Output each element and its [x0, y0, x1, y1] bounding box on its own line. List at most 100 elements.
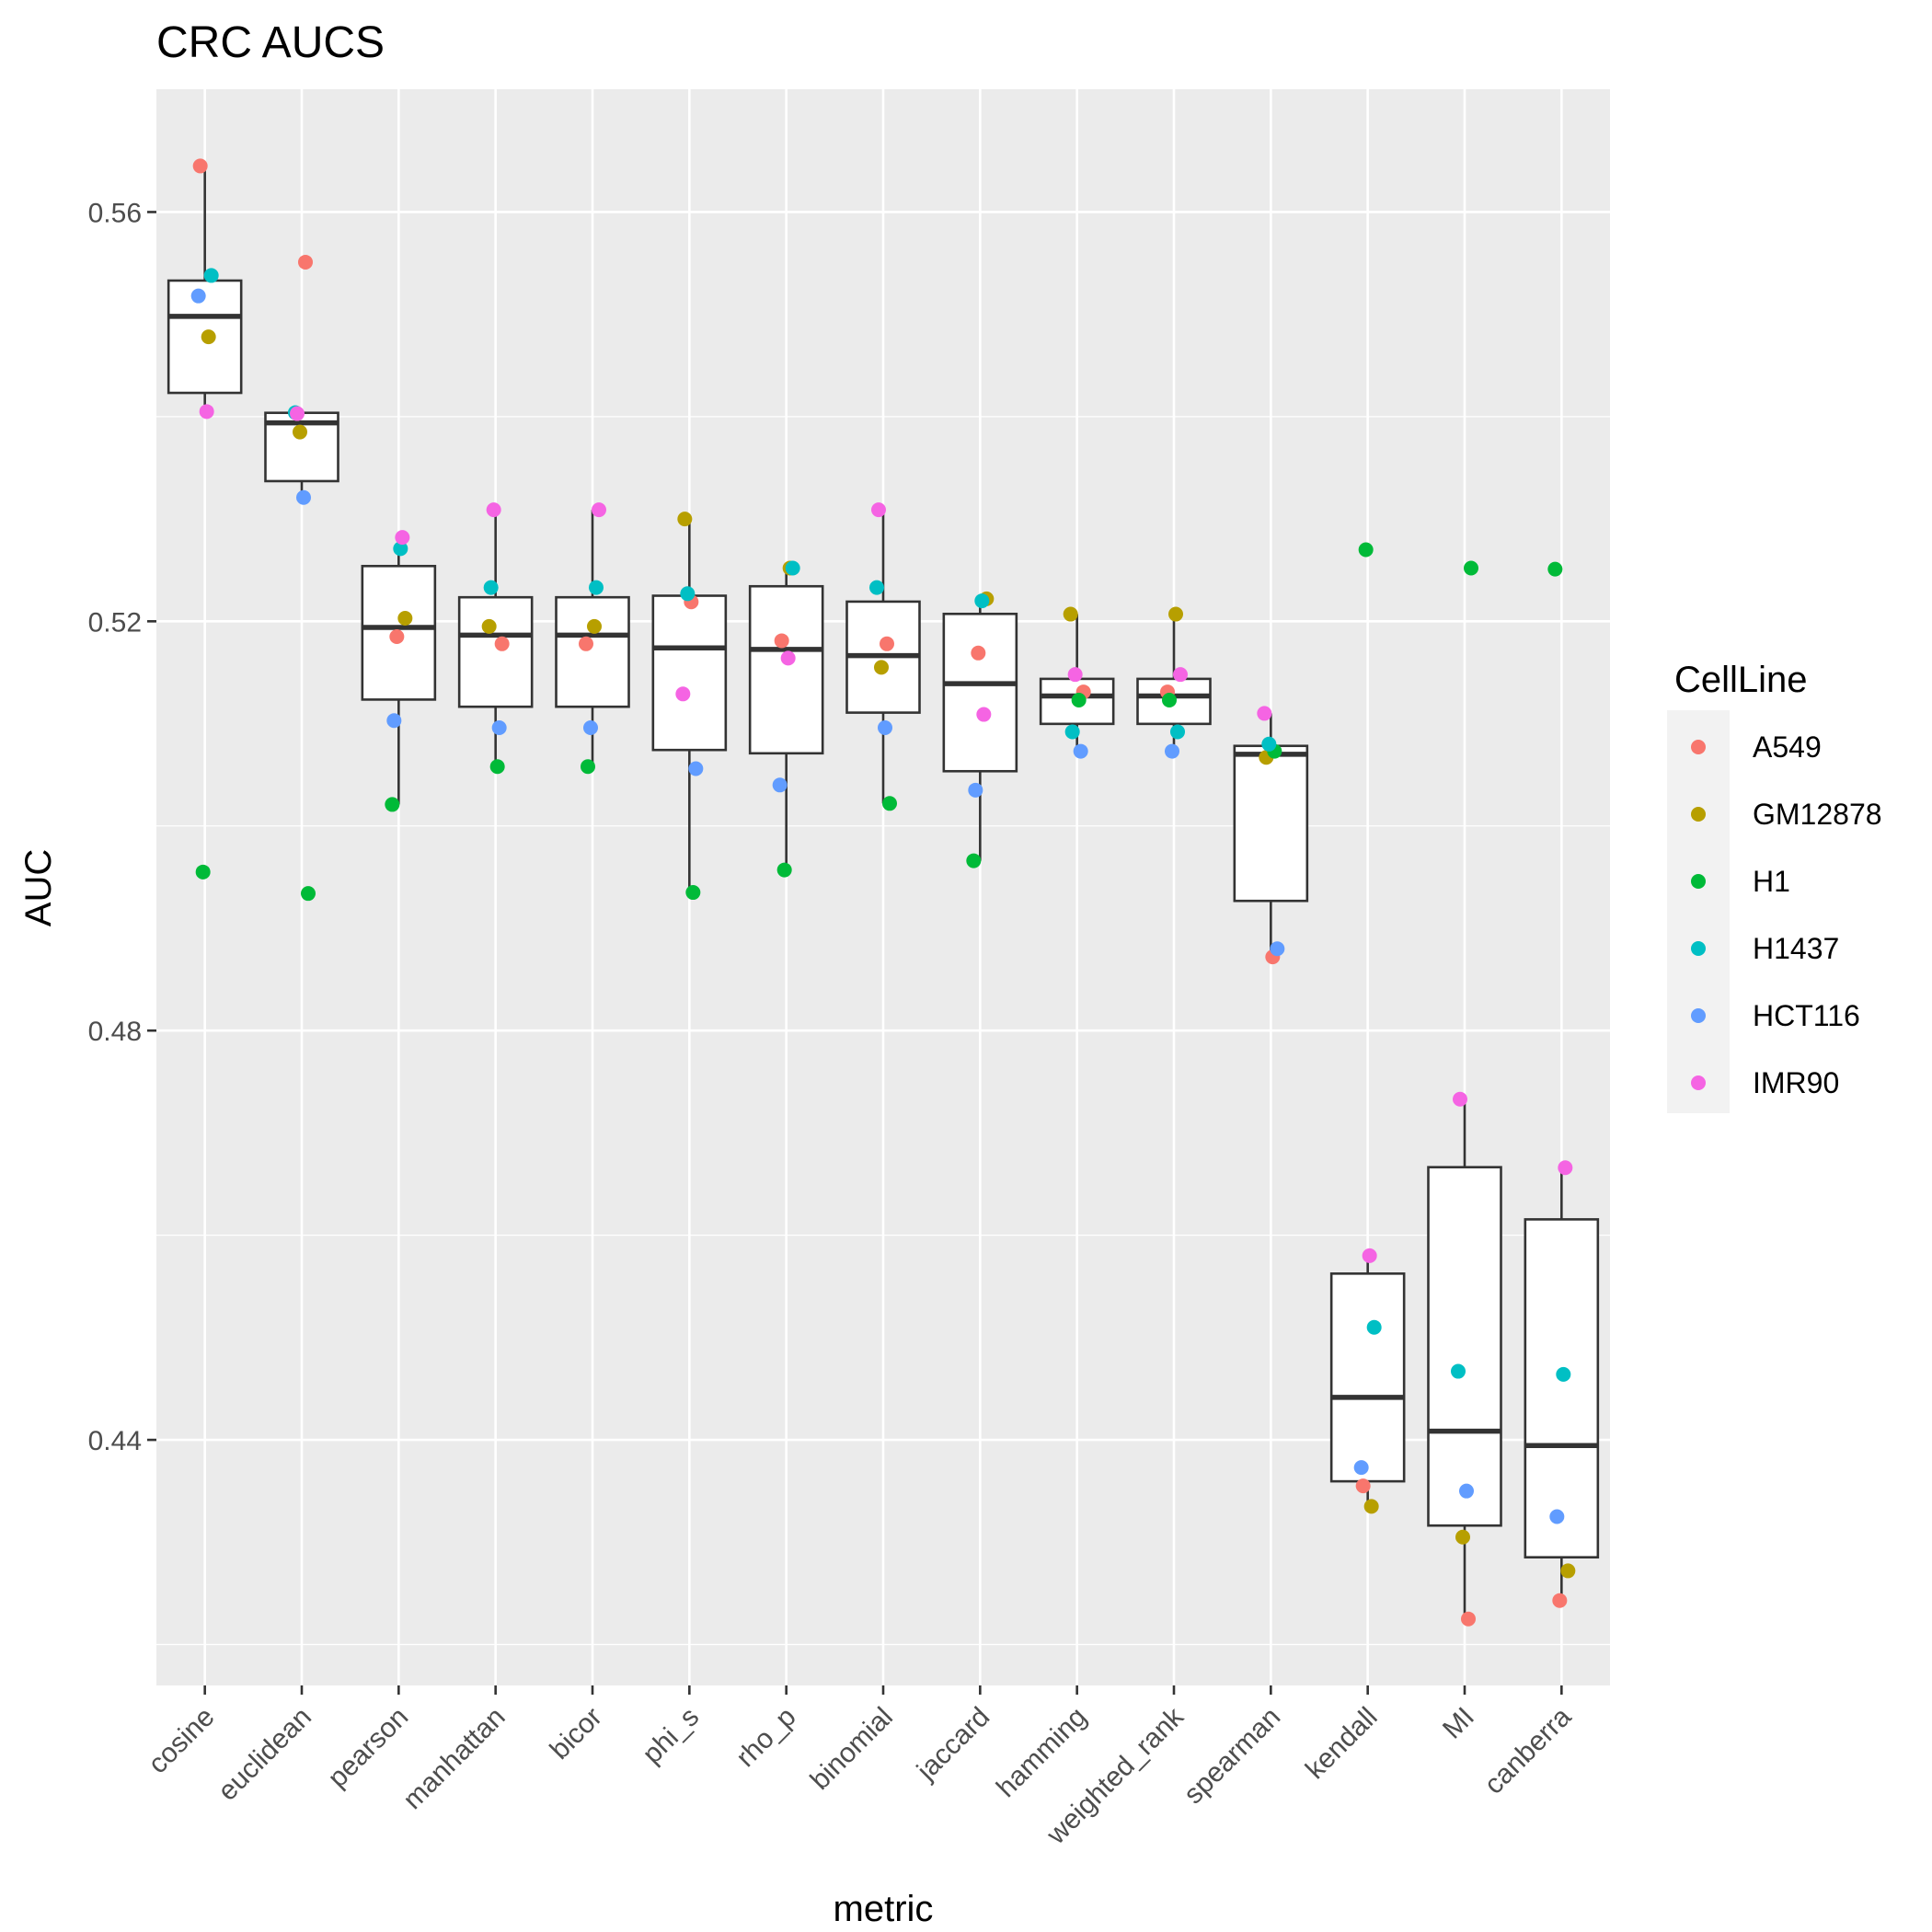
point-H1437: [680, 586, 696, 602]
box-phi_s: [651, 519, 728, 893]
point-IMR90: [395, 530, 410, 546]
box-binomial: [845, 510, 921, 804]
box-body: [1427, 1166, 1502, 1527]
point-H1: [301, 886, 316, 902]
x-tick-label: phi_s: [637, 1702, 705, 1770]
x-tick-label: manhattan: [397, 1702, 512, 1816]
box-kendall: [1329, 1255, 1406, 1507]
point-HCT116: [1353, 1460, 1369, 1476]
box-body: [1329, 1272, 1406, 1483]
x-tick-label: MI: [1437, 1702, 1480, 1745]
box-bicor: [555, 510, 630, 767]
point-HCT116: [190, 288, 206, 304]
point-series: [190, 158, 1576, 1627]
box-body: [555, 595, 630, 708]
point-A549: [880, 636, 894, 651]
point-HCT116: [1549, 1509, 1565, 1524]
legend-label-IMR90: IMR90: [1753, 1066, 1839, 1099]
legend-key-H1: [1691, 874, 1706, 889]
point-HCT116: [1073, 743, 1088, 759]
point-HCT116: [1459, 1483, 1474, 1499]
point-H1437: [869, 580, 884, 595]
point-HCT116: [386, 713, 402, 729]
point-H1437: [1451, 1363, 1466, 1379]
x-tick-label: spearman: [1179, 1702, 1287, 1811]
x-tick-label: hamming: [991, 1702, 1093, 1804]
point-HCT116: [296, 489, 311, 505]
box-body: [651, 594, 728, 752]
x-tick-label: euclidean: [213, 1702, 317, 1807]
point-A549: [389, 629, 405, 645]
point-IMR90: [1067, 667, 1083, 683]
x-tick-label: cosine: [143, 1702, 221, 1780]
box-MI: [1427, 1098, 1502, 1619]
x-tick-label: bicor: [545, 1702, 608, 1765]
point-GM12878: [293, 424, 307, 440]
legend-key-IMR90: [1691, 1075, 1706, 1090]
point-IMR90: [199, 404, 214, 420]
point-GM12878: [1455, 1529, 1470, 1545]
box-series: [167, 166, 1600, 1619]
point-HCT116: [688, 761, 704, 776]
point-H1: [195, 864, 211, 880]
point-A549: [1552, 1593, 1568, 1608]
legend-label-HCT116: HCT116: [1753, 999, 1860, 1032]
point-HCT116: [878, 720, 892, 735]
point-IMR90: [871, 502, 886, 518]
point-GM12878: [677, 512, 693, 527]
legend-key-A549: [1691, 740, 1706, 754]
x-tick-label: canberra: [1478, 1701, 1577, 1800]
point-H1437: [1064, 724, 1080, 740]
box-body: [1524, 1218, 1600, 1558]
point-IMR90: [1362, 1248, 1377, 1263]
point-HCT116: [1165, 743, 1179, 759]
legend-key-GM12878: [1691, 807, 1706, 822]
box-body: [1233, 744, 1309, 903]
point-A549: [298, 254, 313, 270]
point-H1437: [785, 560, 800, 576]
y-tick-label: 0.52: [88, 607, 142, 638]
point-H1437: [1556, 1366, 1571, 1382]
point-A549: [1355, 1478, 1371, 1494]
legend-key-background: [1667, 710, 1730, 1113]
x-tick-label: pearson: [322, 1702, 414, 1794]
box-euclidean: [264, 411, 339, 498]
point-A549: [494, 636, 510, 651]
point-H1: [776, 862, 792, 878]
point-GM12878: [1363, 1499, 1379, 1514]
box-manhattan: [457, 510, 534, 767]
x-tick-label: binomial: [805, 1702, 899, 1796]
point-H1: [1071, 692, 1087, 707]
point-GM12878: [201, 329, 216, 345]
x-tick-label: kendall: [1300, 1702, 1384, 1786]
y-tick-label: 0.56: [88, 198, 142, 228]
point-HCT116: [772, 777, 788, 793]
point-H1437: [1366, 1319, 1382, 1335]
point-H1: [1464, 560, 1478, 576]
point-H1437: [1261, 736, 1277, 752]
point-H1437: [974, 593, 990, 609]
point-A549: [1461, 1611, 1476, 1627]
point-IMR90: [1257, 706, 1272, 721]
point-IMR90: [290, 406, 305, 421]
legend-label-H1437: H1437: [1753, 932, 1839, 965]
point-GM12878: [1063, 606, 1078, 622]
point-IMR90: [1453, 1091, 1467, 1107]
box-body: [457, 595, 534, 708]
box-spearman: [1233, 713, 1309, 958]
point-GM12878: [1560, 1563, 1576, 1579]
point-GM12878: [397, 610, 413, 626]
point-H1437: [393, 541, 408, 557]
box-canberra: [1524, 1167, 1600, 1601]
point-H1: [489, 759, 505, 775]
point-H1437: [589, 580, 604, 595]
box-body: [942, 612, 1018, 773]
point-H1437: [483, 580, 499, 595]
point-IMR90: [780, 650, 796, 666]
point-H1: [685, 885, 701, 901]
point-HCT116: [1270, 941, 1285, 957]
box-body: [748, 584, 824, 755]
point-IMR90: [976, 707, 992, 722]
